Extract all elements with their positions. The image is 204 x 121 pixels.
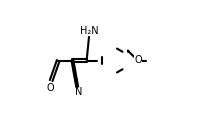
Text: O: O <box>46 83 54 93</box>
Text: H₂N: H₂N <box>80 26 98 36</box>
Text: O: O <box>134 56 142 65</box>
Text: N: N <box>75 87 82 97</box>
